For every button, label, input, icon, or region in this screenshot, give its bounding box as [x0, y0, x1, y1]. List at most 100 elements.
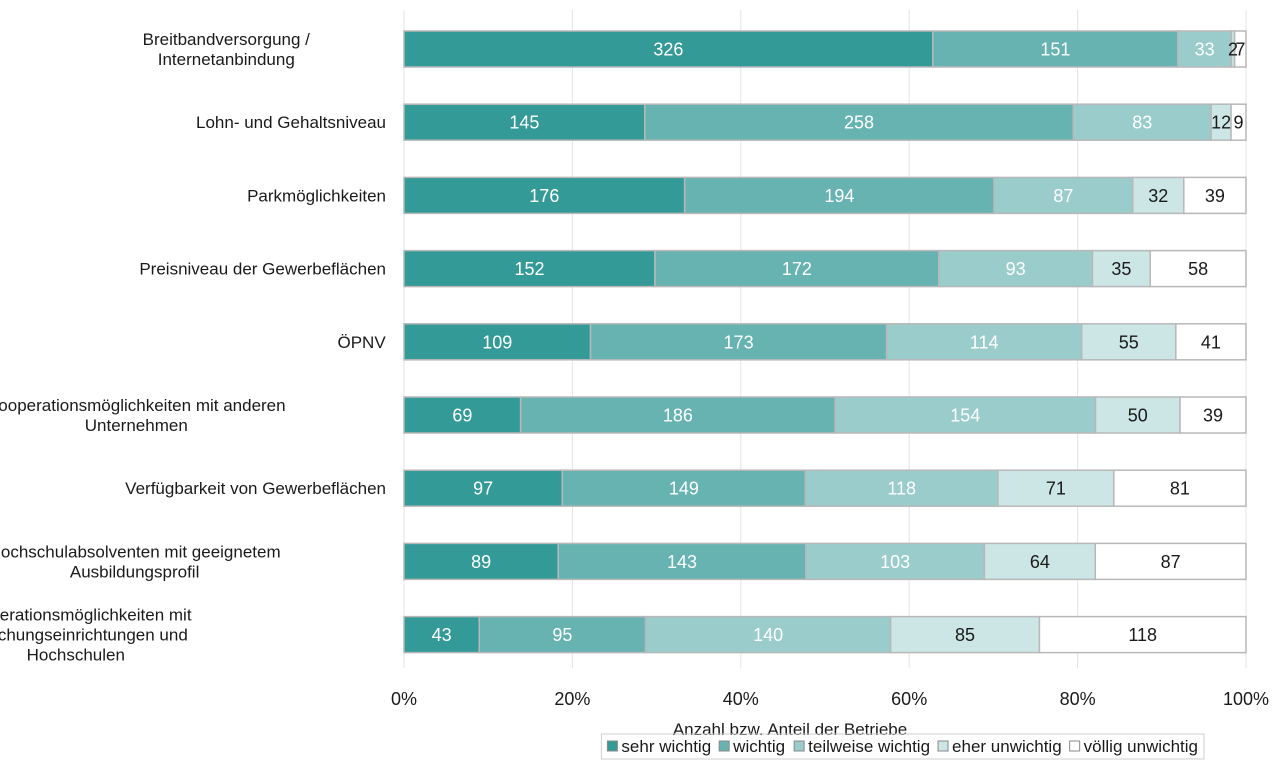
category-label: Parkmöglichkeiten	[247, 186, 386, 205]
legend-swatch	[937, 740, 949, 752]
value-label: 152	[514, 259, 544, 279]
bar-segment	[1072, 103, 1212, 141]
legend-label: eher unwichtig	[952, 737, 1062, 756]
legend-frame	[600, 733, 1205, 760]
bar-segment	[403, 249, 656, 288]
legend-item: völlig unwichtig	[1069, 737, 1198, 756]
bar-segment	[1175, 323, 1247, 361]
bar-segment	[1233, 30, 1247, 68]
value-label: 69	[452, 406, 472, 426]
value-label: 143	[667, 552, 697, 572]
bar-segment	[561, 469, 807, 507]
legend-item: sehr wichtig	[606, 737, 711, 756]
legend-label: teilweise wichtig	[808, 737, 930, 756]
category-label-line: Preisniveau der Gewerbeflächen	[139, 260, 386, 279]
bar-segment	[589, 323, 888, 361]
value-label: 71	[1046, 479, 1066, 499]
bar-segment	[1091, 249, 1151, 288]
value-label: 32	[1148, 186, 1168, 206]
category-label-line: Hochschulen	[27, 646, 125, 665]
category-label-line: ÖPNV	[337, 333, 386, 352]
legend-swatch	[793, 740, 805, 752]
category-label-line: Forschungseinrichtungen und	[0, 626, 188, 645]
value-label: 7	[1235, 40, 1245, 60]
value-label: 149	[669, 479, 699, 499]
category-label-line: Lohn- und Gehaltsniveau	[196, 113, 386, 132]
bar-segment	[1179, 396, 1247, 434]
bar-segment	[997, 469, 1115, 507]
value-label: 85	[955, 625, 975, 645]
category-label-line: Internetanbindung	[158, 50, 295, 69]
value-label: 140	[753, 625, 783, 645]
category-label-line: Parkmöglichkeiten	[247, 186, 386, 205]
bar-segment	[1132, 176, 1185, 215]
legend-swatch	[1069, 740, 1081, 752]
bar-segment	[557, 542, 807, 581]
value-label: 151	[1040, 40, 1070, 60]
value-label: 258	[844, 113, 874, 133]
bar-segment	[403, 396, 522, 434]
category-label: Hochschulabsolventen mit geeignetem Ausbi…	[0, 542, 281, 581]
value-label: 2	[1228, 40, 1238, 60]
category-labels: Breitbandversorgung / Internetanbindung Lo…	[0, 30, 386, 665]
value-label: 87	[1161, 552, 1181, 572]
value-label: 114	[970, 332, 999, 352]
category-label: Verfügbarkeit von Gewerbeflächen	[125, 479, 386, 498]
category-label: Kooperationsmöglichkeiten mit anderen Unt…	[0, 396, 286, 435]
value-label: 33	[1195, 40, 1215, 60]
category-label-line: Unternehmen	[85, 416, 188, 435]
bar-segment	[1230, 103, 1247, 141]
value-label: 95	[552, 625, 572, 645]
category-label-line: Ausbildungsprofil	[70, 562, 199, 581]
bars	[403, 30, 1247, 654]
value-label: 43	[432, 625, 452, 645]
value-label: 35	[1111, 259, 1131, 279]
bar-segment	[1080, 323, 1177, 361]
value-label: 194	[824, 186, 854, 206]
value-label: 58	[1188, 259, 1208, 279]
bar-segment	[1149, 249, 1247, 288]
x-tick-label: 60%	[891, 689, 927, 709]
category-label: Breitbandversorgung / Internetanbindung	[143, 30, 311, 69]
legend-item: teilweise wichtig	[793, 737, 930, 756]
bar-segment	[519, 396, 836, 434]
value-label: 39	[1203, 406, 1223, 426]
bar-segment	[644, 615, 892, 654]
legend-swatch	[606, 740, 618, 752]
x-tick-labels: 0% 20% 40% 60% 80% 100%	[391, 689, 1269, 709]
category-label: Preisniveau der Gewerbeflächen	[139, 260, 386, 279]
x-tick-label: 20%	[554, 689, 590, 709]
bar-segment	[983, 542, 1097, 581]
value-label: 103	[880, 552, 910, 572]
value-label: 50	[1128, 406, 1148, 426]
bar-segment	[1183, 176, 1247, 215]
value-label: 109	[482, 332, 512, 352]
value-label: 145	[509, 113, 539, 133]
category-label: Kooperationsmöglichkeiten mitForschungse…	[0, 606, 192, 665]
bar-segment	[403, 103, 646, 141]
value-label: 326	[653, 40, 683, 60]
value-label: 186	[663, 406, 693, 426]
value-label: 87	[1053, 186, 1073, 206]
value-labels: 326 151 33 27 145 258 83 12 9 176 194 87 32 39 152 172 9…	[432, 40, 1246, 646]
bar-segment	[885, 323, 1083, 361]
value-label: 41	[1201, 332, 1221, 352]
legend-items: sehr wichtig wichtig teilweise wichtig eher…	[606, 737, 1198, 756]
value-label: 55	[1119, 332, 1139, 352]
value-label: 154	[950, 406, 980, 426]
bar-segment	[805, 542, 986, 581]
bar-segment	[1038, 615, 1247, 654]
x-tick-label: 40%	[723, 689, 759, 709]
value-label: 12	[1211, 113, 1231, 133]
legend-label: völlig unwichtig	[1084, 737, 1198, 756]
category-label-line: Hochschulabsolventen mit geeignetem	[0, 542, 281, 561]
value-label: 173	[724, 332, 754, 352]
x-tick-label: 100%	[1223, 689, 1269, 709]
bar-segment	[1094, 542, 1247, 581]
bar-segment	[403, 323, 592, 361]
bar-segment	[1094, 396, 1181, 434]
bar-segment	[403, 615, 481, 654]
value-label: 118	[887, 479, 916, 499]
value-label: 81	[1170, 479, 1190, 499]
